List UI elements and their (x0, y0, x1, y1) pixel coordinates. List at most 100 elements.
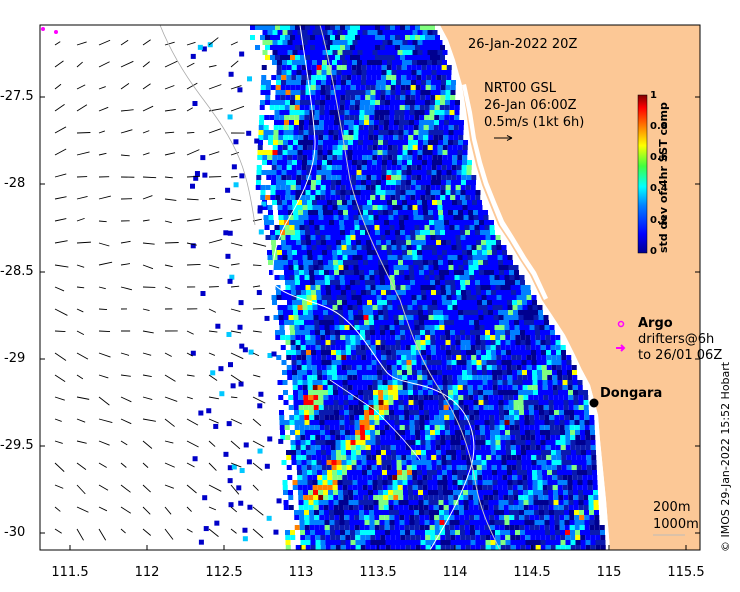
sst-pixel (275, 90, 281, 95)
sst-pixel (368, 265, 374, 270)
sst-pixel (323, 505, 329, 510)
sst-pixel (478, 215, 484, 220)
sst-pixel (557, 485, 563, 490)
sst-pixel (395, 330, 400, 335)
sst-pixel (445, 85, 451, 90)
sst-pixel (347, 145, 353, 150)
sst-pixel (288, 315, 294, 320)
sst-pixel (288, 135, 294, 140)
sst-pixel (547, 370, 552, 375)
sst-pixel (566, 450, 571, 455)
sst-pixel (465, 185, 471, 190)
sst-pixel (513, 310, 518, 315)
sst-pixel (307, 370, 312, 375)
sst-pixel (305, 335, 311, 340)
sst-pixel (354, 110, 360, 115)
sst-pixel (336, 350, 341, 355)
sst-pixel (306, 455, 312, 460)
sst-pixel (293, 210, 298, 215)
sst-pixel (404, 110, 410, 115)
sst-pixel (292, 305, 298, 310)
sst-pixel (460, 235, 466, 240)
sst-pixel (297, 30, 303, 35)
sst-pixel (256, 170, 262, 175)
sst-pixel (334, 110, 340, 115)
sst-pixel (469, 325, 475, 330)
sst-pixel (297, 150, 303, 155)
sst-pixel (270, 55, 275, 60)
sst-pixel (282, 250, 287, 255)
sst-pixel (390, 280, 395, 285)
sst-pixel (434, 105, 440, 110)
sst-pixel (402, 145, 408, 150)
sst-pixel (537, 380, 543, 385)
sst-pixel (412, 200, 417, 205)
sst-pixel (484, 410, 489, 415)
sst-pixel (553, 390, 558, 395)
sst-pixel (454, 275, 460, 280)
sst-pixel (439, 325, 445, 330)
sst-pixel (488, 405, 494, 410)
sst-pixel (377, 480, 383, 485)
sst-pixel (356, 175, 362, 180)
sst-pixel (405, 95, 411, 100)
sst-pixel (489, 415, 495, 420)
sst-pixel (388, 505, 394, 510)
sst-pixel (376, 295, 382, 300)
sst-pixel (294, 225, 300, 230)
sst-pixel (516, 460, 522, 465)
sst-pixel (484, 515, 490, 520)
sst-pixel (415, 340, 421, 345)
sst-pixel (421, 240, 426, 245)
sst-pixel (406, 240, 411, 245)
sst-pixel (434, 225, 440, 230)
sst-pixel (281, 460, 287, 465)
sst-pixel (468, 405, 474, 410)
sst-pixel (525, 435, 531, 440)
sst-pixel (367, 145, 373, 150)
sst-pixel (337, 200, 342, 205)
sst-pixel (308, 395, 314, 400)
sst-pixel (512, 475, 518, 480)
sst-pixel (363, 395, 369, 400)
sst-pixel (397, 475, 403, 480)
sst-pixel (398, 265, 404, 270)
sst-pixel (493, 500, 499, 505)
sst-pixel (516, 350, 521, 355)
sst-pixel (445, 435, 451, 440)
sst-pixel (349, 415, 355, 420)
sst-pixel (432, 200, 437, 205)
sst-pixel (551, 360, 557, 365)
sst-pixel (441, 465, 447, 470)
sst-pixel (340, 440, 346, 445)
sst-pixel (377, 305, 383, 310)
sst-pixel (354, 115, 360, 120)
sst-pixel (281, 245, 287, 250)
sst-pixel (422, 375, 428, 380)
sst-pixel (290, 35, 295, 40)
sst-pixel (399, 320, 404, 325)
sst-pixel (353, 140, 358, 145)
sst-pixel (459, 220, 464, 225)
sst-pixel (471, 240, 476, 245)
sst-pixel (594, 510, 599, 515)
sst-pixel (371, 290, 376, 295)
sst-pixel (318, 505, 324, 510)
sst-pixel (400, 330, 405, 335)
sst-pixel (333, 400, 339, 405)
sst-pixel (409, 415, 415, 420)
sst-pixel (276, 175, 282, 180)
sst-pixel (349, 425, 355, 430)
sst-pixel (460, 280, 465, 285)
sst-pixel (530, 435, 536, 440)
sst-pixel (334, 410, 339, 415)
sst-pixel (276, 170, 282, 175)
sst-pixel (496, 460, 502, 465)
sst-pixel (515, 335, 521, 340)
sst-pixel (406, 350, 411, 355)
sst-pixel (473, 405, 479, 410)
sst-pixel (387, 145, 393, 150)
sst-pixel (437, 205, 443, 210)
sst-pixel (443, 400, 449, 405)
sst-pixel (489, 425, 495, 430)
